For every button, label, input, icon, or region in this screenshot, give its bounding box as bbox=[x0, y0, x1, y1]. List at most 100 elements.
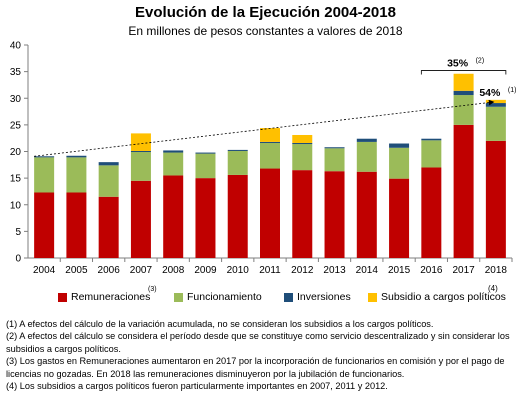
bar-segment bbox=[292, 134, 313, 143]
trend-arrow bbox=[34, 99, 495, 157]
bar-segment bbox=[356, 171, 377, 258]
legend-swatch-remuneraciones bbox=[58, 292, 67, 302]
bar-segment bbox=[389, 147, 410, 179]
x-tick-label: 2015 bbox=[388, 265, 411, 276]
x-tick-label: 2011 bbox=[259, 265, 281, 276]
bar-segment bbox=[421, 138, 442, 141]
bar-segment bbox=[292, 144, 313, 171]
bar-segment bbox=[453, 73, 474, 91]
bar-segment bbox=[66, 157, 87, 193]
bar-segment bbox=[66, 155, 87, 158]
bar-segment bbox=[292, 142, 313, 145]
x-tick-label: 2018 bbox=[485, 265, 508, 276]
bar-segment bbox=[195, 153, 216, 179]
bar-segment bbox=[66, 192, 87, 258]
pct-54-note: (1) bbox=[508, 87, 517, 94]
stacked-bar-chart: 0 5 10 15 20 25 30 35 40 2004 2005 2006 2007 2008 2009… bbox=[10, 41, 517, 277]
bar-segment bbox=[227, 150, 248, 175]
chart-subtitle: En millones de pesos constantes a valore… bbox=[128, 24, 403, 38]
legend-label-inversiones: Inversiones bbox=[297, 291, 351, 303]
legend-item-inversiones: Inversiones bbox=[284, 291, 351, 303]
legend-item-remuneraciones: Remuneraciones (3) bbox=[58, 286, 157, 303]
bar-segment bbox=[485, 140, 506, 258]
bar-segment bbox=[130, 133, 151, 151]
chart-legend: Remuneraciones (3) Funcionamiento Invers… bbox=[58, 286, 518, 307]
y-tick-label: 10 bbox=[10, 200, 22, 211]
x-tick-label: 2014 bbox=[356, 265, 379, 276]
pct-35-bracket bbox=[420, 70, 507, 75]
x-tick-label: 2012 bbox=[291, 265, 314, 276]
x-tick-label: 2009 bbox=[194, 265, 217, 276]
y-tick-label: 0 bbox=[15, 254, 21, 265]
bar-segment bbox=[324, 171, 345, 258]
bar-segment bbox=[163, 150, 184, 153]
bar-segment bbox=[98, 196, 119, 258]
bar-segment bbox=[34, 192, 55, 258]
bar-segment bbox=[260, 168, 280, 258]
footnotes: (1) A efectos del cálculo de la variació… bbox=[6, 318, 526, 392]
bar-segment bbox=[130, 152, 151, 181]
pct-35-note: (2) bbox=[476, 58, 485, 65]
bar-segment bbox=[260, 142, 280, 169]
x-tick-label: 2016 bbox=[420, 265, 443, 276]
footnote-4: (4) Los subsidios a cargos políticos fue… bbox=[6, 381, 388, 392]
legend-note-subsidio: (4) bbox=[488, 284, 498, 293]
bar-segment bbox=[324, 148, 345, 172]
bar-segment bbox=[98, 162, 119, 166]
bar-segment bbox=[453, 95, 474, 125]
bar-segment bbox=[130, 180, 151, 258]
bar-segment bbox=[195, 178, 216, 258]
legend-swatch-subsidio bbox=[368, 292, 377, 302]
legend-label-funcionamiento: Funcionamiento bbox=[187, 291, 262, 303]
bar-segment bbox=[421, 140, 442, 168]
x-tick-label: 2008 bbox=[162, 265, 185, 276]
y-tick-label: 30 bbox=[10, 94, 22, 105]
legend-label-subsidio: Subsidio a cargos políticos bbox=[381, 291, 506, 303]
bar-segment bbox=[485, 99, 506, 104]
bar-segment bbox=[227, 149, 248, 151]
x-tick-label: 2005 bbox=[65, 265, 88, 276]
legend-item-funcionamiento: Funcionamiento bbox=[174, 291, 262, 303]
y-tick-label: 35 bbox=[10, 67, 22, 78]
bar-segment bbox=[453, 90, 474, 96]
x-tick-label: 2006 bbox=[98, 265, 121, 276]
bar-segment bbox=[260, 141, 280, 143]
bar-segment bbox=[485, 103, 506, 107]
x-tick-label: 2010 bbox=[227, 265, 250, 276]
bar-segment bbox=[485, 106, 506, 141]
legend-swatch-funcionamiento bbox=[174, 292, 183, 302]
x-tick-label: 2013 bbox=[323, 265, 346, 276]
y-tick-label: 20 bbox=[10, 147, 22, 158]
x-tick-label: 2017 bbox=[452, 265, 475, 276]
footnote-3: (3) Los gastos en Remuneraciones aumenta… bbox=[6, 356, 505, 379]
bar-segment bbox=[453, 124, 474, 258]
bar-segment bbox=[163, 152, 184, 176]
bar-segment bbox=[195, 152, 216, 154]
y-tick-label: 15 bbox=[10, 174, 22, 185]
legend-label-remuneraciones: Remuneraciones bbox=[71, 291, 151, 303]
bar-segment bbox=[34, 156, 55, 158]
bar-segment bbox=[356, 138, 377, 142]
legend-item-subsidio: Subsidio a cargos políticos bbox=[368, 291, 506, 303]
x-tick-label: 2007 bbox=[130, 265, 153, 276]
legend-note-remuneraciones: (3) bbox=[148, 286, 157, 293]
y-tick-label: 5 bbox=[15, 227, 21, 238]
footnote-2: (2) A efectos del cálculo se considera e… bbox=[6, 331, 510, 354]
bar-segment bbox=[421, 167, 442, 258]
bar-segment bbox=[34, 157, 55, 193]
bar-segment bbox=[163, 175, 184, 258]
bar-segment bbox=[356, 141, 377, 172]
bar-segment bbox=[130, 150, 151, 153]
y-tick-label: 40 bbox=[10, 41, 22, 52]
footnote-1: (1) A efectos del cálculo de la variació… bbox=[6, 319, 434, 329]
bar-segment bbox=[98, 165, 119, 197]
pct-35-label: 35% bbox=[447, 58, 469, 70]
bar-segment bbox=[324, 147, 345, 149]
bar-segment bbox=[389, 178, 410, 258]
bar-segment bbox=[260, 128, 280, 142]
pct-54-label: 54% bbox=[479, 87, 501, 99]
bar-segment bbox=[389, 143, 410, 148]
y-tick-label: 25 bbox=[10, 120, 22, 131]
legend-swatch-inversiones bbox=[284, 292, 293, 302]
bar-segment bbox=[292, 170, 313, 258]
